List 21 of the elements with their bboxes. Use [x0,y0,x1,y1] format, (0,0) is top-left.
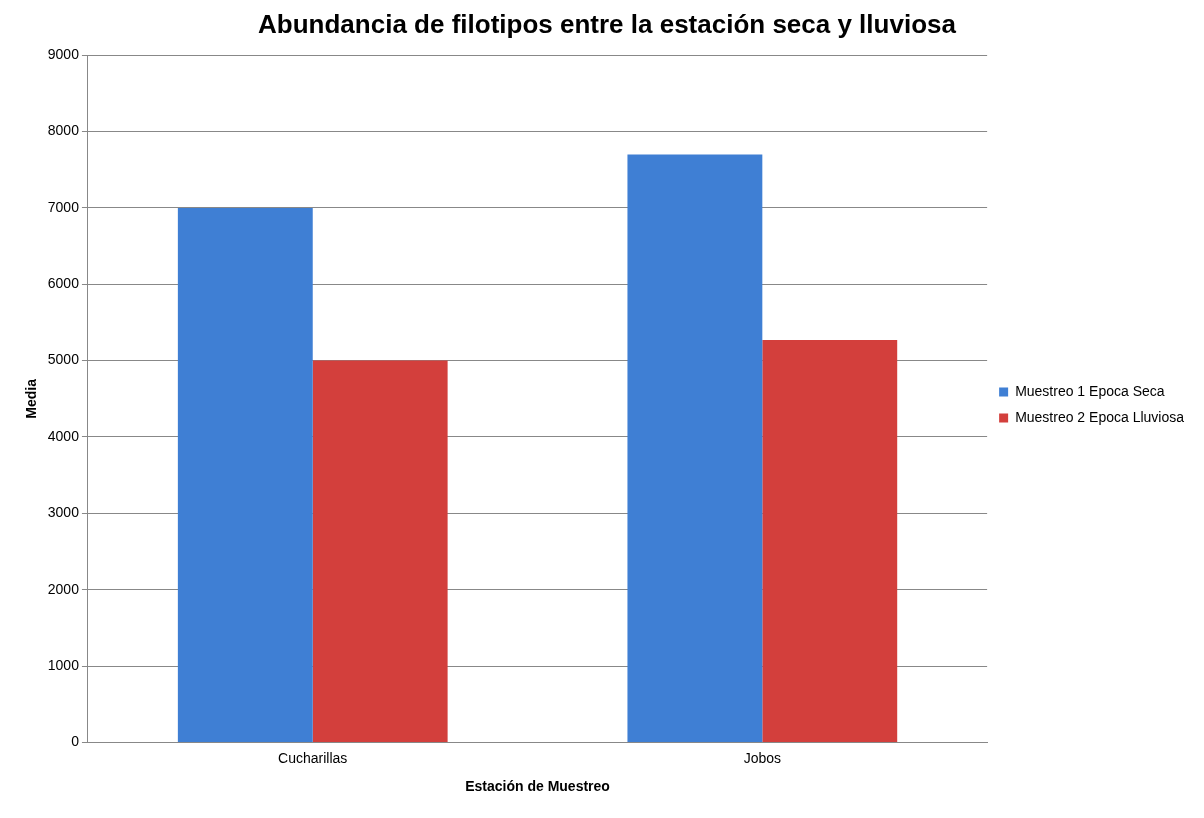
y-tick-label: 4000 [47,427,80,444]
y-tick-label: 5000 [47,351,80,368]
y-tick-label: 3000 [47,504,80,521]
x-tick-label: Cucharillas [278,749,348,766]
y-tick-label: 1000 [47,656,80,673]
y-tick-label: 9000 [47,46,80,63]
y-tick-label: 6000 [47,275,80,292]
y-tick-label: 7000 [47,198,80,215]
bar [312,360,448,742]
x-axis-title: Estación de Muestreo [465,778,610,795]
bar [627,154,763,742]
legend-label: Muestreo 1 Epoca Seca [1015,382,1165,399]
x-tick-label: Jobos [743,749,782,766]
y-axis-title: Media [23,378,40,419]
chart-title: Abundancia de filotipos entre la estación seca y lluviosa [258,8,957,39]
bar [762,340,898,742]
legend-label: Muestreo 2 Epoca Lluviosa [1015,408,1185,425]
bar [177,207,313,742]
y-tick-label: 0 [71,733,80,750]
y-tick-label: 2000 [47,580,80,597]
y-tick-label: 8000 [47,122,80,139]
